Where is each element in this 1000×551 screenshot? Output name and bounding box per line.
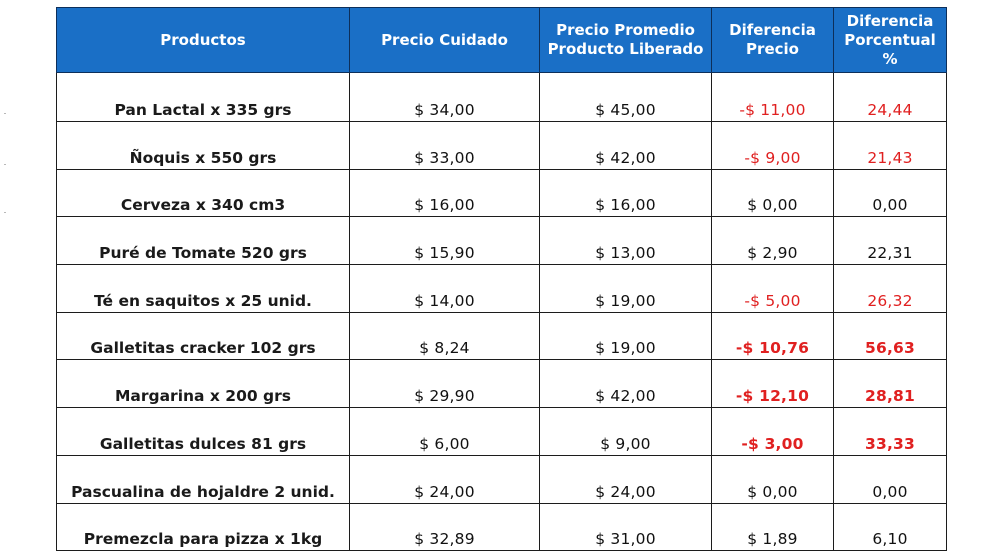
cell-precio-promedio: $ 19,00 (539, 311, 712, 361)
cell-diferencia-porcentual: 33,33 (833, 407, 947, 456)
cell-producto: Galletitas cracker 102 grs (56, 311, 350, 361)
table-row: Premezcla para pizza x 1kg $ 32,89 $ 31,00… (56, 502, 947, 551)
cell-precio-promedio: $ 16,00 (539, 168, 712, 218)
header-diferencia-precio: Diferencia Precio (711, 7, 834, 73)
header-precio-promedio: Precio Promedio Producto Liberado (539, 7, 712, 73)
price-comparison-table: Productos Precio Cuidado Precio Promedio… (56, 7, 947, 551)
cell-precio-cuidado: $ 14,00 (349, 264, 540, 313)
cell-diferencia-precio: -$ 9,00 (711, 121, 834, 170)
cell-precio-cuidado: $ 8,24 (349, 311, 540, 361)
header-diferencia-porcentual: Diferencia Porcentual % (833, 7, 947, 73)
cell-precio-cuidado: $ 24,00 (349, 454, 540, 504)
cell-diferencia-precio: $ 2,90 (711, 216, 834, 266)
cell-diferencia-precio: $ 0,00 (711, 454, 834, 504)
cell-diferencia-porcentual: 26,32 (833, 264, 947, 313)
cell-precio-cuidado: $ 29,90 (349, 359, 540, 409)
cell-diferencia-porcentual: 24,44 (833, 72, 947, 122)
cell-precio-promedio: $ 9,00 (539, 407, 712, 456)
left-edge-mark (4, 164, 6, 165)
cell-precio-promedio: $ 42,00 (539, 359, 712, 409)
cell-diferencia-porcentual: 56,63 (833, 311, 947, 361)
left-edge-mark (4, 212, 6, 213)
cell-diferencia-precio: -$ 5,00 (711, 264, 834, 313)
cell-producto: Té en saquitos x 25 unid. (56, 264, 350, 313)
cell-precio-promedio: $ 31,00 (539, 502, 712, 551)
cell-precio-cuidado: $ 34,00 (349, 72, 540, 122)
cell-precio-cuidado: $ 32,89 (349, 502, 540, 551)
header-productos: Productos (56, 7, 350, 73)
table-row: Ñoquis x 550 grs $ 33,00 $ 42,00 -$ 9,00 21,… (56, 121, 947, 170)
cell-diferencia-precio: $ 1,89 (711, 502, 834, 551)
cell-precio-cuidado: $ 16,00 (349, 168, 540, 218)
cell-diferencia-porcentual: 6,10 (833, 502, 947, 551)
cell-precio-cuidado: $ 6,00 (349, 407, 540, 456)
header-row: Productos Precio Cuidado Precio Promedio… (56, 7, 947, 73)
cell-producto: Pan Lactal x 335 grs (56, 72, 350, 122)
table-row: Cerveza x 340 cm3 $ 16,00 $ 16,00 $ 0,00 0,0… (56, 168, 947, 218)
cell-diferencia-porcentual: 22,31 (833, 216, 947, 266)
cell-precio-cuidado: $ 33,00 (349, 121, 540, 170)
cell-producto: Puré de Tomate 520 grs (56, 216, 350, 266)
cell-precio-promedio: $ 19,00 (539, 264, 712, 313)
table-row: Té en saquitos x 25 unid. $ 14,00 $ 19,00-… (56, 264, 947, 313)
cell-diferencia-precio: -$ 11,00 (711, 72, 834, 122)
header-precio-cuidado: Precio Cuidado (349, 7, 540, 73)
cell-diferencia-precio: -$ 3,00 (711, 407, 834, 456)
cell-precio-promedio: $ 45,00 (539, 72, 712, 122)
cell-producto: Galletitas dulces 81 grs (56, 407, 350, 456)
cell-diferencia-porcentual: 21,43 (833, 121, 947, 170)
cell-precio-cuidado: $ 15,90 (349, 216, 540, 266)
table-row: Pan Lactal x 335 grs $ 34,00 $ 45,00 -$ 11,… (56, 72, 947, 122)
price-comparison-table-container: Productos Precio Cuidado Precio Promedio… (56, 7, 947, 551)
cell-diferencia-porcentual: 0,00 (833, 168, 947, 218)
cell-producto: Ñoquis x 550 grs (56, 121, 350, 170)
cell-precio-promedio: $ 24,00 (539, 454, 712, 504)
cell-diferencia-precio: $ 0,00 (711, 168, 834, 218)
table-body: Pan Lactal x 335 grs $ 34,00 $ 45,00 -$ 11,… (56, 72, 947, 551)
left-edge-mark (4, 113, 6, 114)
table-row: Galletitas dulces 81 grs $ 6,00 $ 9,00 -$ 3… (56, 407, 947, 456)
cell-producto: Pascualina de hojaldre 2 unid. (56, 454, 350, 504)
cell-diferencia-porcentual: 28,81 (833, 359, 947, 409)
cell-diferencia-porcentual: 0,00 (833, 454, 947, 504)
cell-diferencia-precio: -$ 10,76 (711, 311, 834, 361)
cell-precio-promedio: $ 13,00 (539, 216, 712, 266)
cell-producto: Premezcla para pizza x 1kg (56, 502, 350, 551)
table-row: Puré de Tomate 520 grs $ 15,90 $ 13,00 $ 2,… (56, 216, 947, 266)
cell-producto: Cerveza x 340 cm3 (56, 168, 350, 218)
cell-producto: Margarina x 200 grs (56, 359, 350, 409)
table-row: Margarina x 200 grs $ 29,90 $ 42,00 -$ 12,1… (56, 359, 947, 409)
cell-diferencia-precio: -$ 12,10 (711, 359, 834, 409)
table-row: Pascualina de hojaldre 2 unid. $ 24,00 $ 2… (56, 454, 947, 504)
table-header: Productos Precio Cuidado Precio Promedio… (56, 7, 947, 73)
cell-precio-promedio: $ 42,00 (539, 121, 712, 170)
table-row: Galletitas cracker 102 grs $ 8,24 $ 19,00-… (56, 311, 947, 361)
